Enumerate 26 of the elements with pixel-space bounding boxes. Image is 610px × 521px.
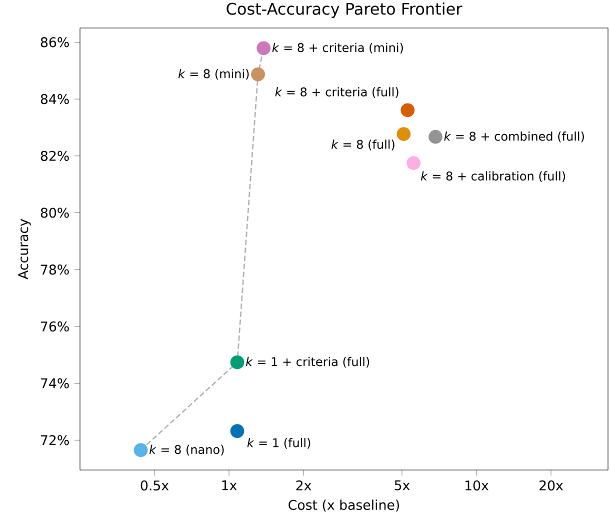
y-tick-label: 82% xyxy=(40,150,69,161)
x-tick-label: 1x xyxy=(222,480,237,490)
y-tick-label: 74% xyxy=(41,378,69,388)
y-tick-label: 78% xyxy=(41,264,69,275)
x-tick-label: 10x xyxy=(466,480,488,490)
chart-title: Cost-Accuracy Pareto Frontier xyxy=(226,2,462,18)
series-label: k = 8 + calibration (full) xyxy=(420,171,566,182)
y-tick-label: 84% xyxy=(40,94,69,104)
x-tick-label: 0.5x xyxy=(140,480,169,490)
series-label: k = 8 + criteria (mini) xyxy=(272,42,403,54)
x-tick-label: 20x xyxy=(540,480,563,490)
x-tick-label: 5x xyxy=(394,480,410,490)
series-label: k = 1 (full) xyxy=(247,438,310,449)
y-axis-title: Accuracy xyxy=(18,218,31,280)
series-label: k = 8 (nano) xyxy=(149,444,224,456)
series-label: k = 8 + criteria (full) xyxy=(275,87,398,98)
x-tick-label: 2x xyxy=(296,480,312,490)
series-label: k = 8 (full) xyxy=(332,140,394,150)
series-label: k = 8 (mini) xyxy=(178,68,249,80)
series-label: k = 8 + combined (full) xyxy=(444,132,584,142)
y-tick-label: 72% xyxy=(41,435,69,446)
y-tick-label: 86% xyxy=(40,37,69,48)
series-label: k = 1 + criteria (full) xyxy=(246,356,370,368)
y-tick-label: 80% xyxy=(40,208,69,218)
x-axis-title: Cost (x baseline) xyxy=(288,500,399,512)
y-tick-label: 76% xyxy=(41,321,69,332)
